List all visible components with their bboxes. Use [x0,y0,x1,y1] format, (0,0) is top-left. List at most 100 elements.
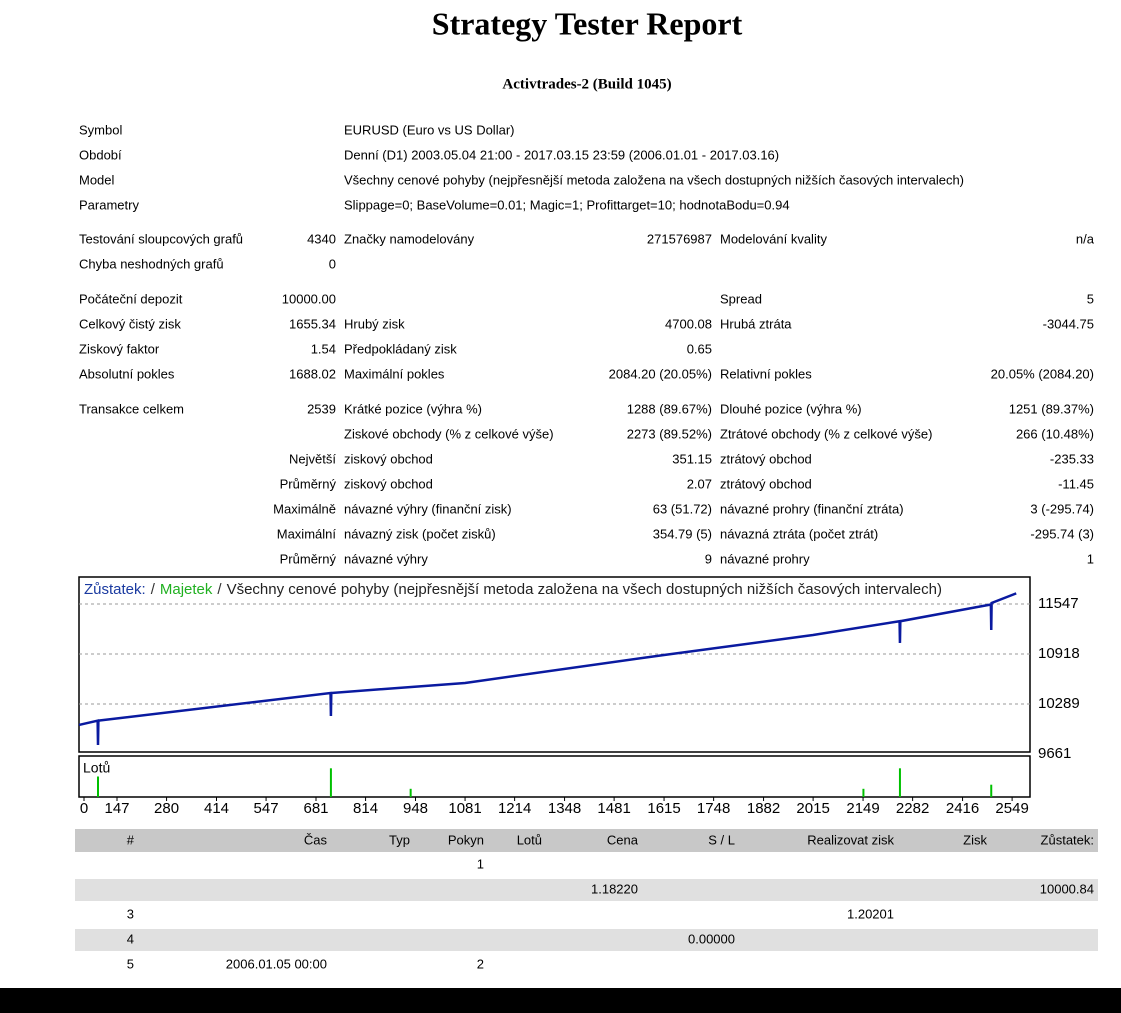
x-tick-label: 147 [104,800,129,817]
x-tick-label: 1081 [448,800,481,817]
stat-label: Transakce celkem [79,401,184,416]
info-label: Symbol [79,122,122,137]
cell: 1.20201 [847,906,894,921]
stat-value: -235.33 [1050,451,1094,466]
x-tick-label: 1214 [498,800,531,817]
stat-value: Největší [289,451,336,466]
cell: 0.00000 [688,931,735,946]
cell: 5 [127,956,134,971]
info-value: Všechny cenové pohyby (nejpřesnější meto… [344,172,964,187]
stat-value: 20.05% (2084.20) [991,366,1094,381]
stat-value: 3 (-295.74) [1030,501,1094,516]
stat-label: Chyba neshodných grafů [79,256,224,271]
legend-model: Všechny cenové pohyby (nejpřesnější meto… [227,581,942,598]
legend-balance: Zůstatek: [84,581,146,598]
x-tick-label: 2549 [995,800,1028,817]
lots-box [78,755,1031,798]
stat-label: Značky namodelovány [344,231,475,246]
stat-value: 10000.00 [282,291,336,306]
x-tick-label: 280 [154,800,179,817]
bottom-bar [0,988,1121,1013]
stat-label: Absolutní pokles [79,366,175,381]
legend-equity: Majetek [160,581,213,598]
stat-value: 2.07 [687,476,712,491]
x-tick-label: 2416 [946,800,979,817]
stat-label: Dlouhé pozice (výhra %) [720,401,862,416]
stat-label: Předpokládaný zisk [344,341,457,356]
stat-value: -295.74 (3) [1030,526,1094,541]
x-tick-label: 1882 [747,800,780,817]
stat-value: 1251 (89.37%) [1009,401,1094,416]
chart-box [78,576,1031,753]
stat-label: ztrátový obchod [720,451,812,466]
cell: 2006.01.05 00:00 [226,956,327,971]
stat-value: 354.79 (5) [653,526,712,541]
column-header: Zůstatek: [1041,832,1094,847]
info-label: Parametry [79,197,139,212]
info-value: EURUSD (Euro vs US Dollar) [344,122,514,137]
stat-value: 1655.34 [289,316,336,331]
stat-value: 4700.08 [665,316,712,331]
x-tick-label: 1348 [548,800,581,817]
stat-value: 351.15 [672,451,712,466]
x-tick-label: 1615 [647,800,680,817]
stat-value: 2084.20 (20.05%) [609,366,712,381]
stat-label: návazná ztráta (počet ztrát) [720,526,878,541]
stat-value: 4340 [307,231,336,246]
stat-value: 0 [329,256,336,271]
table-header [75,829,1098,852]
y-tick-label: 10289 [1038,695,1080,712]
x-tick-label: 1748 [697,800,730,817]
stat-label: Hrubá ztráta [720,316,792,331]
stat-value: Maximálně [273,501,336,516]
stat-value: Průměrný [280,476,337,491]
stat-label: Ziskové obchody (% z celkové výše) [344,426,554,441]
x-tick-label: 547 [254,800,279,817]
stat-label: Krátké pozice (výhra %) [344,401,482,416]
column-header: Realizovat zisk [807,832,894,847]
stat-value: 5 [1087,291,1094,306]
stat-value: 1 [1087,551,1094,566]
stat-label: návazné prohry [720,551,810,566]
stat-value: -3044.75 [1043,316,1094,331]
legend-separator: / [151,581,156,598]
column-header: Zisk [963,832,987,847]
row-bg [75,879,1098,901]
legend-separator: / [217,581,222,598]
y-tick-label: 9661 [1038,745,1071,762]
y-tick-label: 11547 [1038,595,1079,612]
stat-label: Hrubý zisk [344,316,405,331]
stat-label: Relativní pokles [720,366,812,381]
title: Strategy Tester Report [432,5,743,41]
stat-value: 1288 (89.67%) [627,401,712,416]
x-tick-label: 2149 [846,800,879,817]
stat-value: 266 (10.48%) [1016,426,1094,441]
cell: 10000.84 [1040,881,1094,896]
x-tick-label: 814 [353,800,378,817]
info-value: Slippage=0; BaseVolume=0.01; Magic=1; Pr… [344,197,790,212]
y-tick-label: 10918 [1038,645,1080,662]
stat-value: 2539 [307,401,336,416]
cell: 3 [127,906,134,921]
stat-label: návazné výhry (finanční zisk) [344,501,512,516]
x-tick-label: 681 [303,800,328,817]
stat-value: 1688.02 [289,366,336,381]
cell: 1.18220 [591,881,638,896]
x-tick-label: 414 [204,800,229,817]
stat-label: Počáteční depozit [79,291,183,306]
stat-label: Spread [720,291,762,306]
x-tick-label: 948 [403,800,428,817]
x-tick-label: 1481 [597,800,630,817]
stat-value: Maximální [277,526,337,541]
stat-label: Celkový čistý zisk [79,316,181,331]
column-header: Typ [389,832,410,847]
column-header: Pokyn [448,832,484,847]
stat-label: Maximální pokles [344,366,445,381]
info-value: Denní (D1) 2003.05.04 21:00 - 2017.03.15… [344,147,779,162]
stat-label: ziskový obchod [344,476,433,491]
stat-value: 271576987 [647,231,712,246]
stat-label: návazné výhry [344,551,428,566]
chart-legend: Zůstatek: / Majetek / Všechny cenové pohyby … [84,581,942,598]
